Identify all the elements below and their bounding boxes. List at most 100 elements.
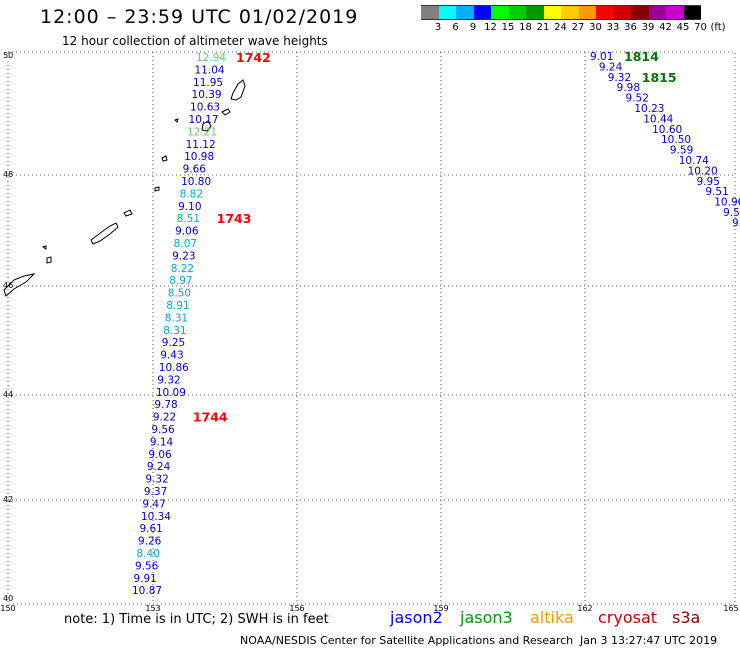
wave-height-label: 10.23 — [634, 103, 664, 115]
satellite-jason2: jason2 — [390, 608, 443, 627]
wave-height-label: 9. — [732, 217, 740, 229]
lat-label: 40 — [3, 594, 13, 603]
scale-label: 27 — [571, 22, 585, 33]
scale-swatch — [648, 5, 666, 20]
wave-height-label: 10.80 — [181, 176, 211, 188]
wave-height-label: 10.34 — [141, 511, 171, 523]
scale-label: 6 — [452, 22, 459, 33]
wave-height-label: 9.32 — [145, 474, 168, 486]
wave-height-label: 9.43 — [160, 350, 183, 362]
map-subtitle: 12 hour collection of altimeter wave hei… — [62, 34, 328, 48]
island-small — [201, 120, 212, 132]
wave-height-label: 10.17 — [189, 114, 219, 126]
wave-height-label: 8.51 — [177, 213, 200, 225]
scale-label: (ft) — [710, 22, 726, 33]
scale-swatch — [456, 5, 474, 20]
scale-label: 24 — [554, 22, 567, 33]
track-labels: 12.9411.0411.9510.3910.6310.1712.2111.12… — [132, 49, 740, 597]
wave-height-label: 10.98 — [184, 151, 214, 163]
color-scale — [421, 5, 701, 20]
wave-height-label: 8.31 — [165, 312, 188, 324]
wave-height-label: 9.95 — [697, 176, 720, 188]
wave-height-label: 8.07 — [174, 238, 197, 250]
wave-height-label: 8.22 — [171, 263, 194, 275]
wave-height-label: 12.94 — [196, 52, 226, 64]
wave-height-label: 11.12 — [186, 139, 216, 151]
satellite-s3a: s3a — [672, 608, 701, 627]
wave-height-label: 9.26 — [138, 536, 162, 548]
wave-height-label: 9.66 — [183, 164, 207, 176]
wave-height-label: 9.56 — [151, 424, 175, 436]
scale-label: 36 — [624, 22, 637, 33]
wave-height-label: 8.97 — [169, 275, 192, 287]
island-small — [221, 108, 231, 116]
wave-height-label: 9.32 — [608, 72, 631, 84]
lon-label: 156 — [289, 604, 304, 613]
wave-height-label: 12.21 — [187, 126, 217, 138]
scale-swatch — [631, 5, 649, 20]
wave-height-label: 9.98 — [617, 82, 640, 94]
satellite-altika: altika — [530, 608, 574, 627]
wave-height-label: 9.47 — [142, 498, 165, 510]
coast-west — [3, 273, 36, 297]
wave-height-label: 10.63 — [190, 102, 220, 114]
wave-height-label: 9.51 — [705, 186, 728, 198]
wave-height-label: 8.50 — [168, 288, 191, 300]
lon-label: 162 — [577, 604, 592, 613]
coast-fragment — [174, 118, 179, 123]
scale-swatch — [438, 5, 456, 20]
pass-time-label: 1744 — [193, 410, 228, 425]
wave-height-label: 9.32 — [157, 374, 180, 386]
island-small — [161, 155, 168, 162]
wave-height-label: 10.09 — [156, 387, 186, 399]
scale-label: 70 — [694, 22, 707, 33]
wave-height-label: 8.40 — [136, 548, 159, 560]
scale-swatch — [596, 5, 614, 20]
footer-credit: NOAA/NESDIS Center for Satellite Applica… — [240, 634, 574, 647]
lon-label: 153 — [145, 604, 160, 613]
scale-label: 15 — [501, 22, 515, 33]
scale-swatch — [578, 5, 596, 20]
wave-height-label: 10.20 — [688, 165, 718, 177]
pass-time-label: 1743 — [217, 211, 252, 226]
lon-label: 150 — [0, 604, 15, 613]
wave-height-label: 10.50 — [661, 134, 691, 146]
lat-label: 50 — [3, 51, 13, 60]
scale-label: 39 — [641, 22, 655, 33]
scale-swatch — [543, 5, 561, 20]
wave-height-label: 10.96 — [714, 197, 740, 209]
map-frame — [7, 51, 736, 605]
scale-label: 12 — [484, 22, 497, 33]
scale-swatch — [526, 5, 544, 20]
coastline — [3, 79, 246, 297]
scale-label: 33 — [606, 22, 620, 33]
satellite-cryosat: cryosat — [598, 608, 658, 627]
scale-label: 9 — [469, 22, 477, 33]
scale-swatch — [666, 5, 684, 20]
pass-time-label: 1815 — [642, 70, 677, 85]
scale-swatch — [508, 5, 526, 20]
scale-label: 3 — [434, 22, 442, 33]
scale-label: 30 — [589, 22, 602, 33]
wave-height-label: 11.04 — [195, 64, 225, 76]
wave-height-label: 10.86 — [159, 362, 189, 374]
wave-height-label: 9.61 — [139, 523, 162, 535]
scale-label: 42 — [659, 22, 672, 33]
satellite-jason3: jason3 — [460, 608, 513, 627]
wave-height-label: 9.23 — [172, 250, 195, 262]
scale-swatch — [683, 5, 701, 20]
scale-label: 18 — [519, 22, 532, 33]
wave-height-label: 9.24 — [147, 461, 171, 473]
wave-height-label: 9.14 — [150, 436, 174, 448]
scale-swatch — [613, 5, 631, 20]
wave-height-label: 11.95 — [193, 77, 223, 89]
wave-height-label: 8.82 — [180, 188, 203, 200]
pass-time-label: 1814 — [624, 49, 659, 64]
wave-height-label: 9.56 — [135, 560, 159, 572]
lon-label: 165 — [723, 604, 738, 613]
wave-height-label: 9.91 — [133, 573, 156, 585]
lon-label: 159 — [433, 604, 448, 613]
island-small — [123, 209, 133, 217]
wave-height-label: 9.5 — [723, 207, 740, 219]
